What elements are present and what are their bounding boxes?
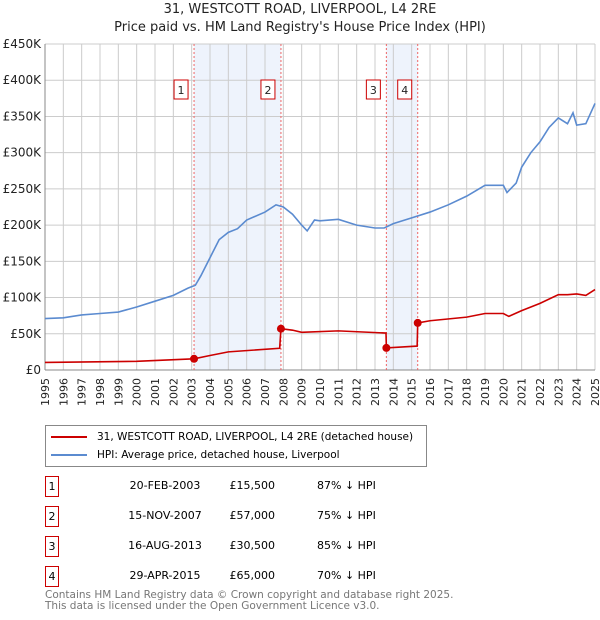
x-tick-label: 2025	[589, 378, 600, 406]
y-tick-label: £450K	[3, 37, 43, 51]
x-tick-label: 2020	[497, 378, 510, 406]
sale-marker-label: 1	[178, 84, 185, 97]
x-tick-label: 2008	[277, 378, 290, 406]
x-tick-label: 2005	[222, 378, 235, 406]
sale-hpi-diff: 87% ↓ HPI	[317, 479, 376, 492]
legend-label: 31, WESTCOTT ROAD, LIVERPOOL, L4 2RE (de…	[97, 431, 414, 443]
chart-subtitle: Price paid vs. HM Land Registry's House …	[114, 20, 486, 35]
x-tick-label: 2010	[314, 378, 327, 406]
sale-hpi-diff: 70% ↓ HPI	[317, 569, 376, 582]
x-tick-label: 2019	[479, 378, 492, 406]
sale-marker-badge: 1	[45, 476, 59, 497]
x-tick-label: 2022	[534, 378, 547, 406]
sale-row: 4 29-APR-2015 £65,000 70% ↓ HPI	[45, 566, 545, 587]
y-tick-label: £250K	[3, 182, 43, 196]
sale-marker-label: 3	[370, 84, 377, 97]
y-tick-label: £150K	[3, 254, 43, 268]
sale-row: 3 16-AUG-2013 £30,500 85% ↓ HPI	[45, 536, 545, 557]
price-chart: 1995 1996 1997 1998 1999 2000 2001 2002 2003 2004…	[3, 37, 600, 406]
x-tick-label: 2013	[369, 378, 382, 406]
x-tick-label: 2001	[149, 378, 162, 406]
sale-marker-box	[365, 79, 381, 100]
sale-marker-badge: 3	[45, 536, 59, 557]
x-tick-label: 2017	[442, 378, 455, 406]
footer-licence: This data is licensed under the Open Gov…	[45, 600, 380, 612]
y-tick-label: £0	[26, 363, 41, 377]
y-tick-label: £50K	[10, 327, 42, 341]
footer: Contains HM Land Registry data © Crown c…	[45, 590, 453, 612]
sale-price: £65,000	[229, 569, 276, 582]
x-tick-label: 2002	[167, 378, 180, 406]
sale-marker-box	[397, 79, 413, 100]
legend-label: HPI: Average price, detached house, Live…	[97, 449, 340, 461]
x-tick-label: 1995	[39, 378, 52, 406]
sale-price: £15,500	[229, 479, 276, 492]
sale-point	[276, 324, 285, 333]
x-tick-label: 2023	[552, 378, 565, 406]
sale-marker-box	[260, 79, 276, 100]
sale-date: 20-FEB-2003	[129, 479, 201, 492]
y-tick-label: £200K	[3, 218, 43, 232]
sale-date: 29-APR-2015	[129, 569, 201, 582]
x-tick-label: 2014	[387, 378, 400, 406]
legend-item-property: 31, WESTCOTT ROAD, LIVERPOOL, L4 2RE (de…	[51, 429, 413, 445]
sale-marker-label: 4	[401, 84, 408, 97]
legend-item-hpi: HPI: Average price, detached house, Live…	[51, 447, 340, 463]
sale-date: 15-NOV-2007	[128, 509, 202, 522]
y-tick-label: £100K	[3, 291, 43, 305]
sale-date: 16-AUG-2013	[128, 539, 202, 552]
x-tick-label: 2004	[204, 378, 217, 406]
x-tick-label: 2000	[131, 378, 144, 406]
sale-point	[190, 354, 199, 363]
sale-price: £30,500	[229, 539, 276, 552]
x-tick-label: 2011	[332, 378, 345, 406]
sale-point	[382, 343, 391, 352]
x-tick-label: 1997	[76, 378, 89, 406]
x-tick-label: 2015	[406, 378, 419, 406]
x-tick-label: 2003	[186, 378, 199, 406]
sale-marker-badge: 2	[45, 506, 59, 527]
x-tick-label: 2016	[424, 378, 437, 406]
x-tick-label: 1996	[57, 378, 70, 406]
footer-copyright: Contains HM Land Registry data © Crown c…	[45, 589, 454, 601]
legend: 31, WESTCOTT ROAD, LIVERPOOL, L4 2RE (de…	[45, 425, 427, 467]
sale-hpi-diff: 85% ↓ HPI	[317, 539, 376, 552]
x-tick-label: 2024	[571, 378, 584, 406]
sale-row: 2 15-NOV-2007 £57,000 75% ↓ HPI	[45, 506, 545, 527]
sale-row: 1 20-FEB-2003 £15,500 87% ↓ HPI	[45, 476, 545, 497]
x-tick-label: 2021	[516, 378, 529, 406]
series-line	[44, 103, 596, 320]
y-tick-label: £350K	[3, 109, 43, 123]
y-tick-label: £400K	[3, 73, 43, 87]
sale-marker-label: 2	[264, 84, 271, 97]
y-tick-label: £300K	[3, 146, 43, 160]
series-line	[44, 288, 596, 364]
sale-price: £57,000	[229, 509, 276, 522]
x-tick-label: 1998	[94, 378, 107, 406]
x-tick-label: 2018	[461, 378, 474, 406]
sale-marker-badge: 4	[45, 566, 59, 587]
x-tick-label: 2007	[259, 378, 272, 406]
x-tick-label: 2012	[351, 378, 364, 406]
x-tick-label: 2006	[241, 378, 254, 406]
x-tick-label: 1999	[112, 378, 125, 406]
chart-title: 31, WESTCOTT ROAD, LIVERPOOL, L4 2RE	[163, 2, 437, 17]
sale-hpi-diff: 75% ↓ HPI	[317, 509, 376, 522]
sale-marker-box	[173, 79, 189, 100]
sale-point	[413, 318, 422, 327]
x-tick-label: 2009	[296, 378, 309, 406]
